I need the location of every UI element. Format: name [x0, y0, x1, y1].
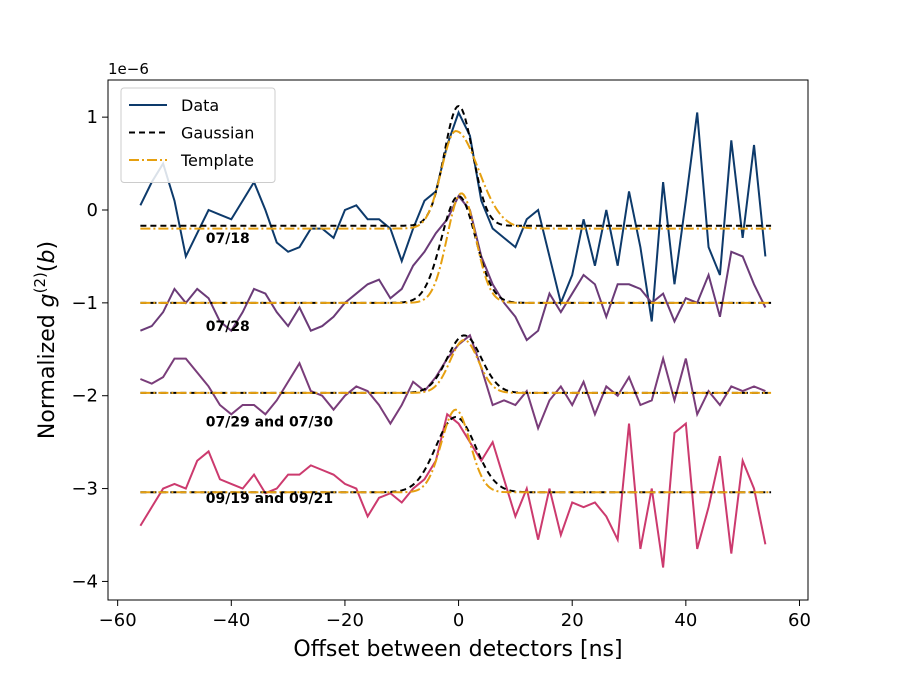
legend-frame [120, 87, 276, 183]
fit-line [140, 104, 772, 227]
fit-line [140, 130, 772, 230]
annotation: 09/19 and 09/21 [206, 491, 333, 507]
data-line [140, 333, 766, 432]
fit-line [140, 416, 772, 494]
y-tick-label: −1 [71, 293, 98, 314]
annotation: 07/29 and 07/30 [206, 415, 334, 431]
y-tick-label: 1 [87, 107, 98, 128]
y-offset-label: 1e−6 [108, 60, 149, 78]
y-axis-label-part: ( [35, 263, 60, 272]
y-tick-label: 0 [87, 200, 98, 221]
y-axis-label: Normalized g(2)(b) [31, 241, 60, 439]
legend-label: Data [181, 96, 219, 115]
y-tick-label: −2 [71, 386, 98, 407]
x-tick-label: 40 [674, 610, 697, 631]
fit-line [140, 408, 772, 494]
fit-line [140, 339, 772, 394]
fit-line [140, 334, 772, 394]
annotation: 07/28 [206, 319, 250, 335]
fit-line [140, 192, 772, 304]
x-tick-label: −60 [99, 610, 137, 631]
x-tick-label: 0 [453, 610, 464, 631]
x-axis-label: Offset between detectors [ns] [293, 637, 622, 662]
x-tick-label: 20 [561, 610, 584, 631]
fit-line [140, 195, 772, 304]
y-axis-label-part: b [35, 250, 60, 264]
y-tick-label: −4 [71, 571, 98, 592]
y-tick-label: −3 [71, 479, 98, 500]
x-tick-label: 60 [788, 610, 811, 631]
x-tick-label: −40 [212, 610, 250, 631]
axes-frame [107, 79, 809, 601]
y-axis-label-part: g [35, 293, 60, 307]
y-axis-label-part: ) [35, 241, 60, 250]
legend-label: Template [180, 151, 254, 170]
y-axis-label-part: Normalized [35, 307, 60, 439]
y-axis-label-part: (2) [31, 272, 49, 293]
x-tick-label: −20 [326, 610, 364, 631]
annotation: 07/18 [206, 231, 250, 247]
plot-area [139, 104, 772, 568]
legend-label: Gaussian [181, 124, 254, 143]
data-line [139, 109, 767, 322]
